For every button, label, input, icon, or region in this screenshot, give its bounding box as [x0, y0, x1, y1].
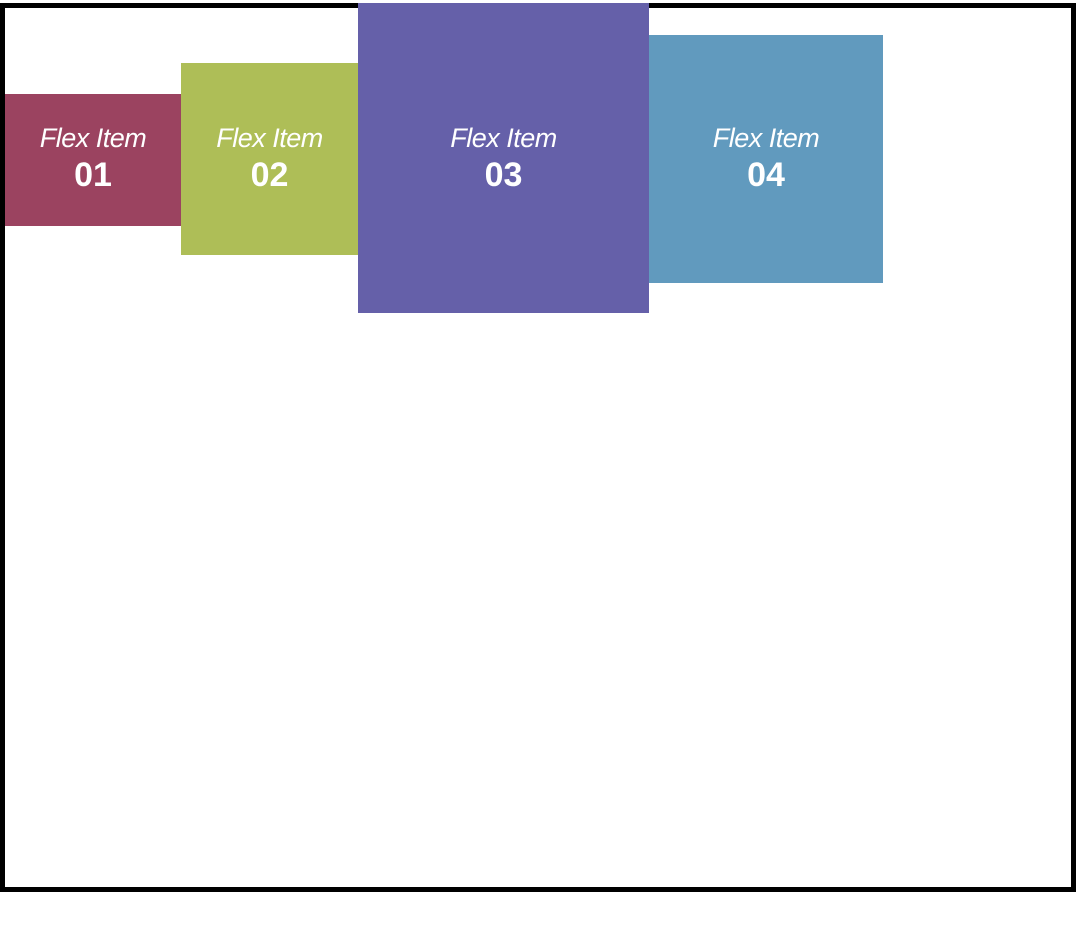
flex-item-label: Flex Item — [712, 123, 820, 153]
flex-item-03: Flex Item 03 — [358, 3, 649, 313]
flex-item-label: Flex Item — [450, 123, 557, 153]
flex-item-number: 01 — [74, 156, 112, 194]
flex-item-label: Flex Item — [216, 123, 323, 153]
flex-item-number: 02 — [250, 156, 289, 194]
flex-item-number: 04 — [747, 156, 785, 194]
flex-item-04: Flex Item 04 — [649, 35, 883, 283]
flex-container: Flex Item 01 Flex Item 02 Flex Item 03 F… — [0, 3, 1076, 892]
flex-item-label: Flex Item — [39, 123, 147, 153]
flex-item-01: Flex Item 01 — [5, 94, 181, 226]
flex-item-02: Flex Item 02 — [181, 63, 358, 255]
flex-item-number: 03 — [484, 156, 523, 194]
